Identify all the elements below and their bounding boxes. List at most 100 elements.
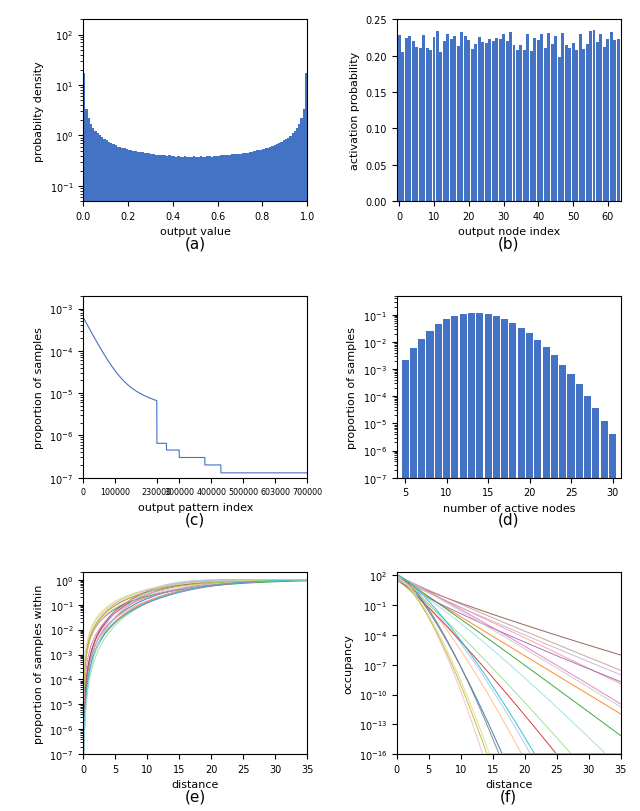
- Bar: [119, 148, 122, 811]
- Y-axis label: probabilty density: probabilty density: [34, 61, 44, 161]
- Bar: [477, 38, 481, 202]
- Bar: [256, 151, 258, 811]
- Bar: [397, 36, 401, 202]
- Bar: [579, 35, 582, 202]
- X-axis label: output value: output value: [160, 227, 230, 237]
- Bar: [164, 157, 166, 811]
- Bar: [135, 152, 137, 811]
- Bar: [113, 145, 115, 811]
- Bar: [238, 155, 240, 811]
- Bar: [177, 157, 179, 811]
- Bar: [401, 53, 404, 202]
- Bar: [236, 155, 238, 811]
- Bar: [610, 33, 613, 202]
- Bar: [575, 51, 578, 202]
- Bar: [533, 39, 536, 202]
- Bar: [460, 33, 463, 202]
- Bar: [260, 151, 262, 811]
- Bar: [274, 146, 276, 811]
- Bar: [543, 348, 550, 811]
- Bar: [518, 328, 525, 811]
- Bar: [157, 157, 159, 811]
- Bar: [450, 40, 453, 202]
- Bar: [460, 315, 467, 811]
- Bar: [179, 157, 182, 811]
- Bar: [501, 320, 508, 811]
- Bar: [617, 40, 620, 202]
- Bar: [204, 157, 207, 811]
- Bar: [509, 324, 516, 811]
- Bar: [227, 156, 229, 811]
- Bar: [584, 396, 591, 811]
- Bar: [476, 313, 483, 811]
- Bar: [193, 157, 195, 811]
- Bar: [593, 408, 600, 811]
- Bar: [412, 42, 415, 202]
- Text: (f): (f): [500, 788, 517, 803]
- Bar: [435, 325, 442, 811]
- Bar: [499, 40, 502, 202]
- Bar: [243, 154, 244, 811]
- Bar: [240, 155, 243, 811]
- Bar: [520, 46, 522, 202]
- Bar: [283, 141, 285, 811]
- Text: (e): (e): [184, 788, 206, 803]
- Bar: [586, 45, 589, 202]
- Bar: [557, 58, 561, 202]
- Bar: [287, 139, 289, 811]
- Text: (a): (a): [184, 236, 206, 251]
- Y-axis label: activation probability: activation probability: [350, 52, 360, 170]
- Bar: [613, 41, 616, 202]
- Y-axis label: proportion of samples: proportion of samples: [348, 326, 357, 448]
- Bar: [122, 149, 124, 811]
- Bar: [86, 110, 88, 811]
- Bar: [222, 156, 225, 811]
- Bar: [506, 41, 509, 202]
- Bar: [262, 149, 265, 811]
- Bar: [265, 149, 267, 811]
- Bar: [568, 49, 571, 202]
- Bar: [144, 153, 146, 811]
- Bar: [117, 148, 119, 811]
- Bar: [173, 157, 175, 811]
- Bar: [457, 46, 460, 202]
- Bar: [540, 35, 543, 202]
- Bar: [83, 74, 86, 811]
- Bar: [481, 43, 484, 202]
- Bar: [451, 316, 458, 811]
- Bar: [234, 155, 236, 811]
- Bar: [576, 384, 583, 811]
- Bar: [429, 51, 432, 202]
- Bar: [249, 152, 251, 811]
- Bar: [492, 42, 495, 202]
- Bar: [131, 151, 132, 811]
- Bar: [589, 32, 592, 202]
- Bar: [267, 148, 269, 811]
- Bar: [468, 313, 475, 811]
- Bar: [218, 157, 220, 811]
- Bar: [137, 152, 140, 811]
- Bar: [404, 39, 408, 202]
- Bar: [422, 36, 425, 202]
- Bar: [596, 43, 599, 202]
- Bar: [168, 157, 170, 811]
- Bar: [443, 42, 446, 202]
- Bar: [551, 356, 558, 811]
- Bar: [220, 156, 222, 811]
- Bar: [231, 155, 234, 811]
- Bar: [200, 157, 202, 811]
- Bar: [559, 365, 566, 811]
- Bar: [125, 150, 128, 811]
- X-axis label: distance: distance: [485, 779, 532, 789]
- Bar: [150, 155, 152, 811]
- Bar: [609, 435, 616, 811]
- Bar: [90, 125, 92, 811]
- Bar: [523, 50, 526, 202]
- Bar: [141, 153, 144, 811]
- Bar: [440, 53, 442, 202]
- Bar: [88, 119, 90, 811]
- Bar: [527, 35, 529, 202]
- Bar: [170, 157, 173, 811]
- Bar: [433, 38, 435, 202]
- Bar: [97, 134, 99, 811]
